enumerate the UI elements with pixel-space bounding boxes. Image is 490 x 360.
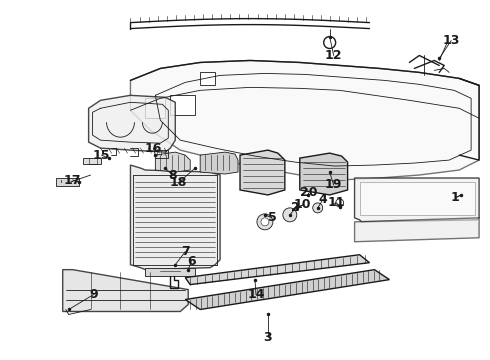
Text: 6: 6 xyxy=(187,255,196,268)
Text: 13: 13 xyxy=(442,34,460,47)
Text: 17: 17 xyxy=(64,174,81,186)
Text: 3: 3 xyxy=(264,331,272,344)
Polygon shape xyxy=(56,178,78,186)
Text: 9: 9 xyxy=(89,288,98,301)
Polygon shape xyxy=(300,153,347,195)
Text: 14: 14 xyxy=(247,288,265,301)
Polygon shape xyxy=(63,270,188,311)
Polygon shape xyxy=(360,182,475,215)
Text: 4: 4 xyxy=(318,193,327,206)
Text: 11: 11 xyxy=(328,197,345,210)
Text: 20: 20 xyxy=(300,186,318,199)
Polygon shape xyxy=(89,95,175,152)
Circle shape xyxy=(313,203,323,213)
Text: 2: 2 xyxy=(292,201,300,215)
Text: 8: 8 xyxy=(168,168,176,181)
Text: 1: 1 xyxy=(451,192,460,204)
Circle shape xyxy=(261,218,269,226)
Polygon shape xyxy=(200,72,215,85)
Text: 12: 12 xyxy=(325,49,343,62)
Circle shape xyxy=(283,208,297,222)
Polygon shape xyxy=(130,60,479,180)
Polygon shape xyxy=(146,268,195,276)
Polygon shape xyxy=(355,178,479,222)
Text: 7: 7 xyxy=(181,245,190,258)
Circle shape xyxy=(324,37,336,49)
Circle shape xyxy=(257,214,273,230)
Polygon shape xyxy=(130,165,220,270)
Polygon shape xyxy=(240,150,285,195)
Polygon shape xyxy=(83,158,100,164)
Polygon shape xyxy=(171,95,195,115)
Text: 16: 16 xyxy=(145,141,162,155)
Polygon shape xyxy=(185,270,390,310)
Text: 5: 5 xyxy=(268,211,276,224)
Circle shape xyxy=(336,199,343,207)
Polygon shape xyxy=(200,152,238,174)
Text: 15: 15 xyxy=(93,149,110,162)
Text: 10: 10 xyxy=(294,198,312,211)
Text: 19: 19 xyxy=(325,179,343,192)
Polygon shape xyxy=(155,152,190,172)
Polygon shape xyxy=(355,218,479,242)
Polygon shape xyxy=(146,98,165,118)
Text: 18: 18 xyxy=(170,176,187,189)
Polygon shape xyxy=(185,255,369,285)
